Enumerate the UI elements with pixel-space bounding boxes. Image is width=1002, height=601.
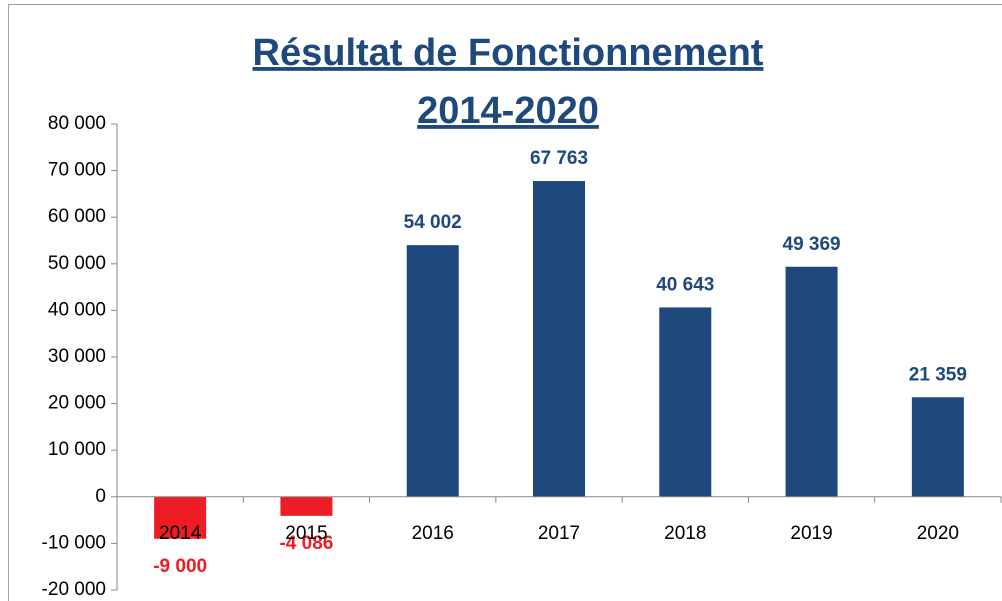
y-tick-label: -10 000: [42, 532, 106, 553]
bar: [785, 266, 838, 497]
chart-title: Résultat de Fonctionnement: [253, 32, 764, 74]
bar: [911, 397, 964, 497]
y-tick-label: -20 000: [42, 579, 106, 600]
bar: [154, 496, 207, 539]
value-label: -4 086: [279, 533, 333, 554]
y-tick-label: 30 000: [48, 346, 106, 367]
bar: [533, 181, 585, 497]
value-label: -9 000: [153, 556, 207, 577]
x-tick-label: 2014: [159, 523, 202, 544]
bar: [280, 496, 333, 516]
y-tick-label: 0: [95, 486, 106, 507]
value-label: 40 643: [656, 274, 714, 295]
y-tick-label: 70 000: [48, 160, 106, 181]
y-tick-label: 80 000: [48, 113, 106, 134]
y-tick-label: 60 000: [48, 206, 106, 227]
value-label: 49 369: [783, 234, 841, 255]
x-tick-label: 2017: [538, 523, 580, 544]
value-label: 21 359: [909, 364, 967, 385]
value-label: 67 763: [530, 148, 588, 169]
value-label: 54 002: [404, 212, 462, 233]
bar: [406, 245, 459, 497]
x-tick-label: 2016: [412, 523, 454, 544]
chart-title: 2014-2020: [417, 90, 599, 132]
y-tick-label: 10 000: [48, 439, 106, 460]
y-tick-label: 20 000: [48, 393, 106, 414]
x-tick-label: 2020: [917, 523, 959, 544]
x-tick-label: 2015: [285, 523, 327, 544]
y-tick-label: 50 000: [48, 253, 106, 274]
bar: [659, 307, 712, 497]
chart-border: [8, 4, 1002, 601]
x-tick-label: 2018: [664, 523, 706, 544]
y-tick-label: 40 000: [48, 299, 106, 320]
x-tick-label: 2019: [790, 523, 832, 544]
